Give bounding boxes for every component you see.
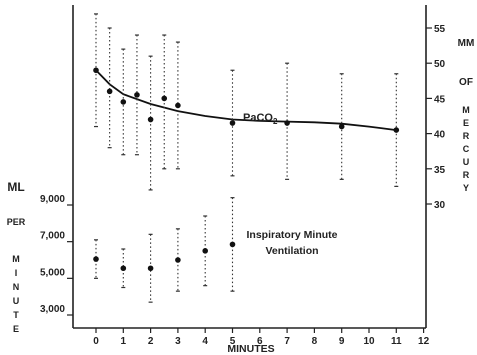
x-axis-label: MINUTES [227, 343, 274, 355]
x-tick-label: 12 [418, 336, 430, 347]
left-tick-label: 3,000 [40, 304, 65, 315]
ventilation-point [229, 241, 236, 248]
left-axis-label-part: U [13, 296, 20, 306]
right-axis-label-part: Y [463, 183, 469, 193]
right-tick-label: 50 [434, 59, 446, 70]
right-axis-label-part: C [463, 144, 470, 154]
right-axis-label-part: MM [458, 38, 475, 49]
ventilation-label-line-1: Inspiratory Minute [246, 229, 337, 241]
right-tick-label: 40 [434, 130, 446, 141]
right-axis-label-part: M [462, 105, 470, 115]
right-axis-label-part: R [463, 131, 470, 141]
right-tick-label: 30 [434, 200, 446, 211]
paco2-point [229, 120, 236, 126]
left-axis-label-part: T [13, 310, 19, 320]
paco2-point [284, 120, 290, 126]
right-tick-label: 55 [434, 24, 446, 35]
paco2-point [120, 99, 127, 105]
ventilation-point [175, 257, 181, 263]
x-tick-label: 0 [93, 336, 99, 347]
ventilation-point [120, 265, 127, 272]
right-axis-label-part: U [463, 157, 470, 167]
x-tick-label: 4 [202, 336, 208, 347]
right-tick-label: 45 [434, 94, 446, 105]
paco2-label: PaCO2 [243, 112, 278, 126]
right-tick-label: 35 [434, 165, 446, 176]
left-axis-label-part: M [12, 254, 20, 264]
paco2-point [393, 127, 400, 133]
paco2-point [161, 95, 168, 102]
paco2-point [106, 88, 113, 95]
x-tick-label: 3 [175, 336, 181, 347]
left-tick-label: 5,000 [40, 267, 65, 278]
left-axis-label-part: E [13, 324, 19, 334]
ventilation-point [147, 265, 154, 272]
left-axis-label-part: N [13, 282, 20, 292]
ventilation-point [202, 248, 208, 254]
ventilation-label-line-2: Ventilation [265, 245, 318, 257]
ticks: 0 1 2 3 4 5 6 7 8 9 10 11 123,0005,0007,0009,0003035… [40, 24, 446, 347]
x-tick-label: 11 [391, 336, 402, 347]
paco2-point [93, 67, 99, 74]
paco2-point [134, 92, 140, 98]
right-axis-label-part: OF [459, 77, 473, 88]
right-axis-label-part: E [463, 118, 469, 128]
left-axis-label-part: ML [7, 180, 24, 194]
x-tick-label: 5 [230, 336, 236, 347]
x-tick-label: 6 [257, 336, 263, 347]
ventilation-series [93, 197, 236, 303]
left-tick-label: 9,000 [40, 194, 65, 205]
x-tick-label: 9 [339, 336, 345, 347]
right-axis-label-part: R [463, 170, 470, 180]
left-axis-label-part: I [15, 268, 18, 278]
x-tick-label: 2 [148, 336, 154, 347]
left-tick-label: 7,000 [40, 231, 65, 242]
paco2-point [147, 116, 154, 123]
x-tick-label: 1 [121, 336, 127, 347]
x-tick-label: 8 [312, 336, 318, 347]
paco2-point [338, 123, 345, 130]
x-tick-label: 7 [284, 336, 290, 347]
paco2-series [93, 13, 400, 191]
paco2-point [175, 102, 181, 109]
x-tick-label: 10 [363, 336, 375, 347]
axes [72, 5, 427, 329]
left-axis-label-part: PER [7, 217, 26, 227]
ventilation-point [93, 256, 99, 262]
